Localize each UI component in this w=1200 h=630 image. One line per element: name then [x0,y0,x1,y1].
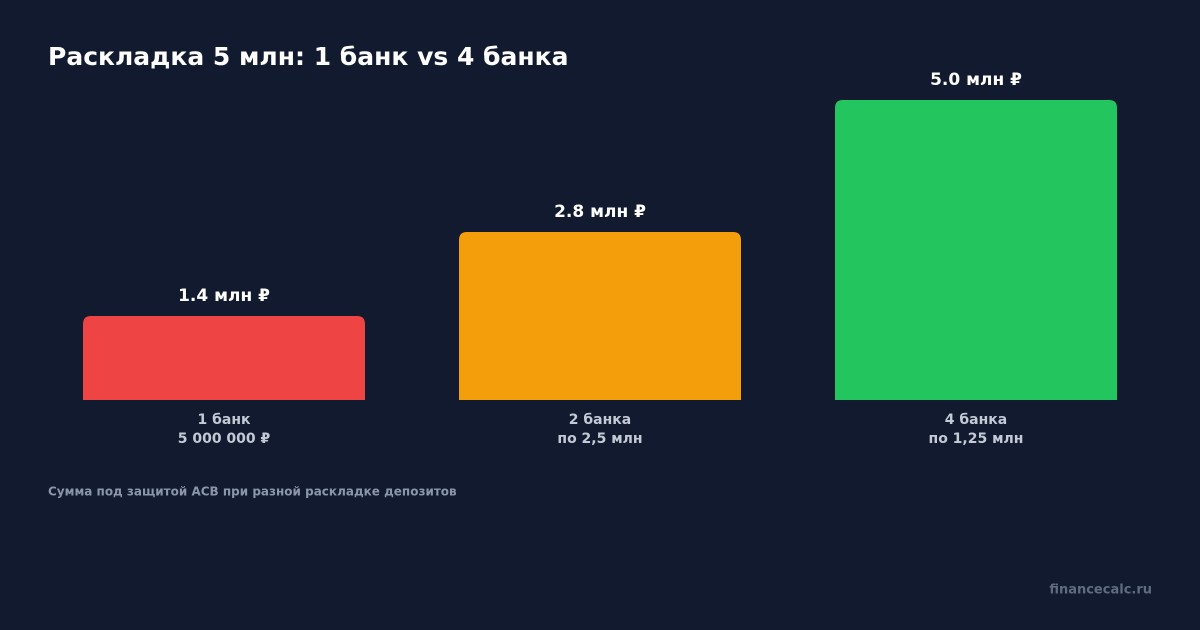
value-label: 5.0 млн ₽ [930,70,1022,90]
bar [459,232,741,400]
value-label: 1.4 млн ₽ [178,286,270,306]
x-tick-label: 5 000 000 ₽ [178,431,271,447]
x-tick-label: по 2,5 млн [557,431,642,447]
bar [835,100,1117,400]
bar [83,316,365,400]
x-tick-label: по 1,25 млн [929,431,1024,447]
x-tick-label: 1 банк [197,412,251,428]
chart-title: Раскладка 5 млн: 1 банк vs 4 банка [48,42,569,71]
chart-note: Сумма под защитой АСВ при разной расклад… [48,485,457,499]
source: financecalc.ru [1049,583,1152,598]
x-tick-label: 4 банка [945,412,1007,428]
value-label: 2.8 млн ₽ [554,202,646,222]
x-tick-label: 2 банка [569,412,631,428]
